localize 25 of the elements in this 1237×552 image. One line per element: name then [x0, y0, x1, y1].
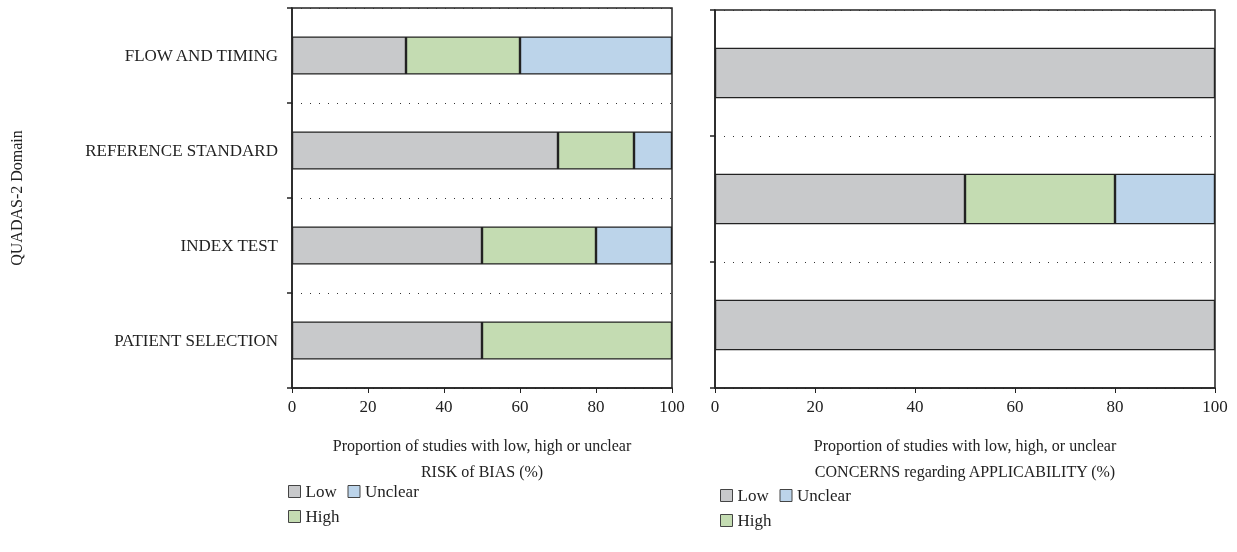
- legend-label: Unclear: [797, 486, 852, 505]
- x-tick-label: 40: [435, 397, 453, 416]
- x-axis-title: Proportion of studies with low, high, or unclear CONCERNS regarding APPLICABILITY (%): [813, 436, 1117, 481]
- x-tick-label: 60: [1006, 397, 1024, 416]
- x-tick-label: 100: [1202, 397, 1228, 416]
- x-tick-label: 20: [806, 397, 824, 416]
- y-tick-label: INDEX TEST: [180, 236, 279, 255]
- x-tick-label: 20: [359, 397, 377, 416]
- x-tick-label: 40: [906, 397, 924, 416]
- y-tick-label: PATIENT SELECTION: [114, 331, 278, 350]
- y-axis-title: QUADAS-2 Domain: [7, 130, 25, 266]
- y-tick-label: FLOW AND TIMING: [124, 46, 278, 65]
- x-axis-title: Proportion of studies with low, high or unclear RISK of BIAS (%): [332, 436, 632, 481]
- x-tick-label: 80: [1106, 397, 1124, 416]
- legend-label: Low: [305, 482, 338, 501]
- y-tick-label: REFERENCE STANDARD: [85, 141, 278, 160]
- x-tick-label: 0: [287, 397, 297, 416]
- legend-label: Unclear: [365, 482, 420, 501]
- legend-label: High: [305, 507, 340, 526]
- legend-label: Low: [737, 486, 770, 505]
- x-tick-label: 100: [659, 397, 685, 416]
- x-tick-label: 80: [587, 397, 605, 416]
- x-tick-label: 0: [710, 397, 720, 416]
- legend-label: High: [737, 511, 772, 530]
- x-tick-label: 60: [511, 397, 529, 416]
